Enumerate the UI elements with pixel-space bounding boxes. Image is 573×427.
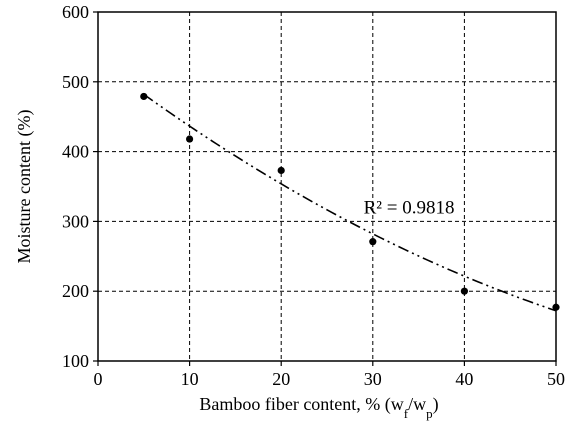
x-tick-label: 0 xyxy=(94,369,103,389)
x-tick-label: 30 xyxy=(364,369,382,389)
trendline xyxy=(143,93,557,312)
plot-frame xyxy=(97,11,557,362)
y-tick-label: 400 xyxy=(62,142,89,162)
x-tick-labels: 0 10 20 30 40 50 xyxy=(94,369,566,389)
y-axis-label: Moisture content (%) xyxy=(14,110,35,264)
x-tick-label: 40 xyxy=(455,369,473,389)
y-tick-label: 200 xyxy=(62,281,89,301)
x-axis-label-mid: /w xyxy=(408,394,426,414)
y-tick-label: 300 xyxy=(62,211,89,231)
x-axis-label-main: Bamboo fiber content, % (w xyxy=(199,394,403,415)
y-tick-label: 100 xyxy=(62,351,89,371)
r-squared-label: R² = 0.9818 xyxy=(364,198,455,219)
data-point xyxy=(552,303,560,311)
y-tick-label: 500 xyxy=(62,72,89,92)
x-axis-label-sub2: p xyxy=(426,406,433,421)
x-axis-label: Bamboo fiber content, % (wf/wp) xyxy=(199,394,438,421)
x-tick-label: 20 xyxy=(272,369,290,389)
data-point xyxy=(369,238,377,246)
data-point xyxy=(186,135,194,143)
x-axis-label-sub1: f xyxy=(404,406,409,421)
y-tick-labels: 100 200 300 400 500 600 xyxy=(62,2,89,371)
data-point xyxy=(460,287,468,295)
data-point xyxy=(277,166,285,175)
x-axis-label-end: ) xyxy=(433,394,439,415)
y-tick-label: 600 xyxy=(62,2,89,22)
grid xyxy=(98,12,556,361)
data-point xyxy=(140,92,148,101)
x-tick-label: 50 xyxy=(547,369,565,389)
data-points xyxy=(140,92,560,311)
x-tick-label: 10 xyxy=(181,369,199,389)
ticks xyxy=(93,11,557,366)
